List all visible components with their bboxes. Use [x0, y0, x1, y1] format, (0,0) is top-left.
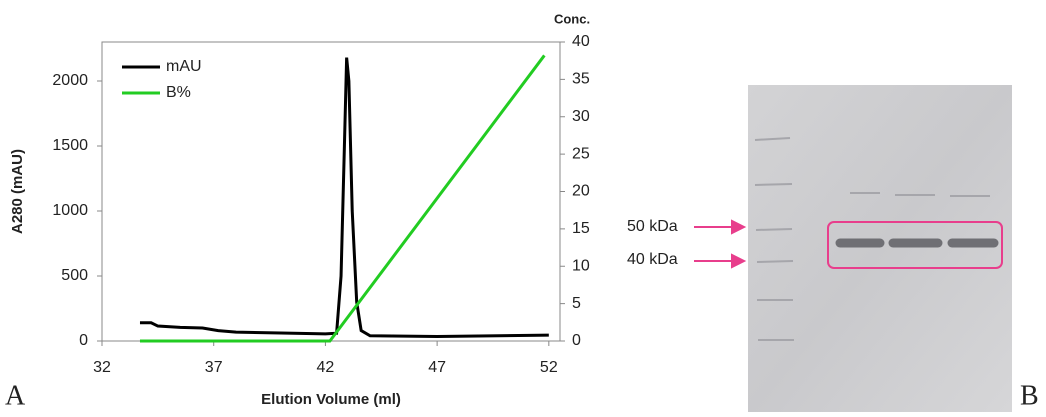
x-tick-label: 47 [428, 359, 446, 376]
figure: A B 50 kDa 40 kDa 0 500 1000 1500 2000 0 5 10 15… [0, 0, 1046, 412]
y2-axis-label: Conc. [554, 11, 590, 26]
x-tick-label: 37 [205, 359, 223, 376]
y2-tick-label: 5 [572, 295, 581, 312]
x-tick-label: 52 [540, 359, 558, 376]
y2-tick-label: 20 [572, 183, 590, 200]
marker-label: 40 kDa [627, 251, 678, 268]
x-tick-label: 42 [317, 359, 335, 376]
legend-label: mAU [166, 58, 202, 75]
panel-label: B [1020, 380, 1039, 411]
y2-tick-label: 40 [572, 33, 590, 50]
y-tick-label: 1000 [52, 202, 88, 219]
y2-tick-label: 0 [572, 332, 581, 349]
y2-tick-label: 30 [572, 108, 590, 125]
panel-label: A [5, 380, 26, 411]
y-tick-label: 500 [61, 267, 88, 284]
y-tick-label: 2000 [52, 72, 88, 89]
x-tick-label: 32 [93, 359, 111, 376]
x-axis-label: Elution Volume (ml) [261, 391, 401, 408]
y-tick-label: 0 [79, 332, 88, 349]
gel-image [694, 85, 1012, 412]
y-axis-label: A280 (mAU) [9, 149, 26, 234]
marker-label: 50 kDa [627, 218, 678, 235]
y2-tick-label: 25 [572, 145, 590, 162]
y2-tick-label: 10 [572, 257, 590, 274]
y2-tick-label: 35 [572, 71, 590, 88]
y2-tick-label: 15 [572, 220, 590, 237]
legend-label: B% [166, 84, 191, 101]
data-line [140, 58, 549, 337]
y-tick-label: 1500 [52, 137, 88, 154]
